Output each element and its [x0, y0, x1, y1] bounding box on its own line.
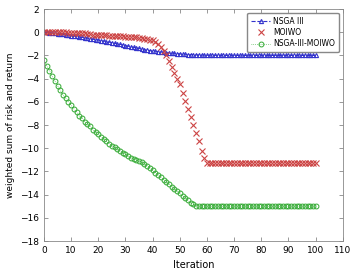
NSGA III [218, 54, 223, 57]
NSGA-III-MOIWO [197, 205, 201, 208]
MOIWO [110, 34, 114, 37]
NSGA-III-MOIWO [235, 205, 239, 208]
MOIWO [167, 60, 171, 63]
MOIWO [61, 31, 65, 34]
MOIWO [248, 162, 253, 165]
NSGA-III-MOIWO [110, 144, 114, 148]
NSGA III [167, 51, 171, 55]
NSGA III [313, 54, 318, 57]
Legend: NSGA III, MOIWO, NSGA-III-MOIWO: NSGA III, MOIWO, NSGA-III-MOIWO [247, 13, 339, 52]
NSGA-III-MOIWO [207, 205, 212, 208]
MOIWO [207, 162, 212, 165]
NSGA III [235, 54, 239, 57]
NSGA III [110, 41, 114, 44]
NSGA-III-MOIWO [167, 182, 171, 186]
Line: MOIWO: MOIWO [41, 30, 318, 166]
Line: NSGA III: NSGA III [42, 30, 318, 57]
MOIWO [235, 162, 239, 165]
Line: NSGA-III-MOIWO: NSGA-III-MOIWO [41, 58, 318, 209]
MOIWO [205, 162, 209, 165]
NSGA-III-MOIWO [61, 93, 65, 97]
NSGA III [205, 54, 209, 57]
X-axis label: Iteration: Iteration [173, 261, 214, 270]
NSGA III [42, 31, 46, 34]
MOIWO [313, 162, 318, 165]
NSGA III [61, 33, 65, 36]
MOIWO [42, 31, 46, 34]
NSGA-III-MOIWO [313, 205, 318, 208]
Y-axis label: weighted sum of risk and return: weighted sum of risk and return [6, 52, 15, 198]
NSGA-III-MOIWO [42, 59, 46, 62]
NSGA III [248, 54, 253, 57]
NSGA-III-MOIWO [248, 205, 253, 208]
